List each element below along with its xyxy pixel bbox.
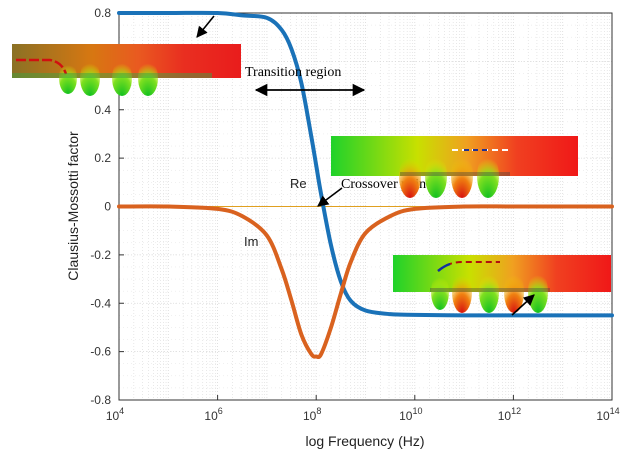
- y-tick-label: 0.8: [94, 6, 111, 20]
- y-tick-label: 0.4: [94, 103, 111, 117]
- transition-region-label: Transition region: [245, 65, 341, 80]
- inset-field-image-mid: [331, 136, 578, 198]
- x-tick-label: 106: [204, 406, 222, 423]
- y-tick-label: -0.4: [90, 296, 111, 310]
- x-tick-label: 1010: [399, 406, 422, 423]
- y-axis-title: Clausius-Mossotti factor: [65, 131, 81, 281]
- crossover-arrow: [317, 187, 343, 207]
- series-group: [117, 10, 614, 360]
- inset-low-arrow: [196, 15, 215, 38]
- im-series-label: Im: [244, 234, 258, 249]
- x-axis-ticks: 104 106 108 1010 1012 1014: [106, 395, 620, 423]
- re-series-label: Re: [290, 176, 307, 191]
- y-tick-label: 0: [104, 200, 111, 214]
- y-tick-label: 0.2: [94, 151, 111, 165]
- series-line-re: [117, 10, 614, 318]
- inset-field-image-low: [12, 44, 241, 96]
- inset-field-image-high: [393, 255, 611, 313]
- y-tick-label: -0.8: [90, 393, 111, 407]
- series-line-im: [117, 204, 614, 360]
- x-tick-label: 1012: [498, 406, 521, 423]
- y-tick-label: -0.2: [90, 248, 111, 262]
- x-tick-label: 108: [303, 406, 321, 423]
- inset-high-arrow: [511, 294, 535, 316]
- x-tick-label: 1014: [596, 406, 619, 423]
- y-tick-label: -0.6: [90, 345, 111, 359]
- x-tick-label: 104: [106, 406, 124, 423]
- x-axis-title: log Frequency (Hz): [305, 433, 424, 449]
